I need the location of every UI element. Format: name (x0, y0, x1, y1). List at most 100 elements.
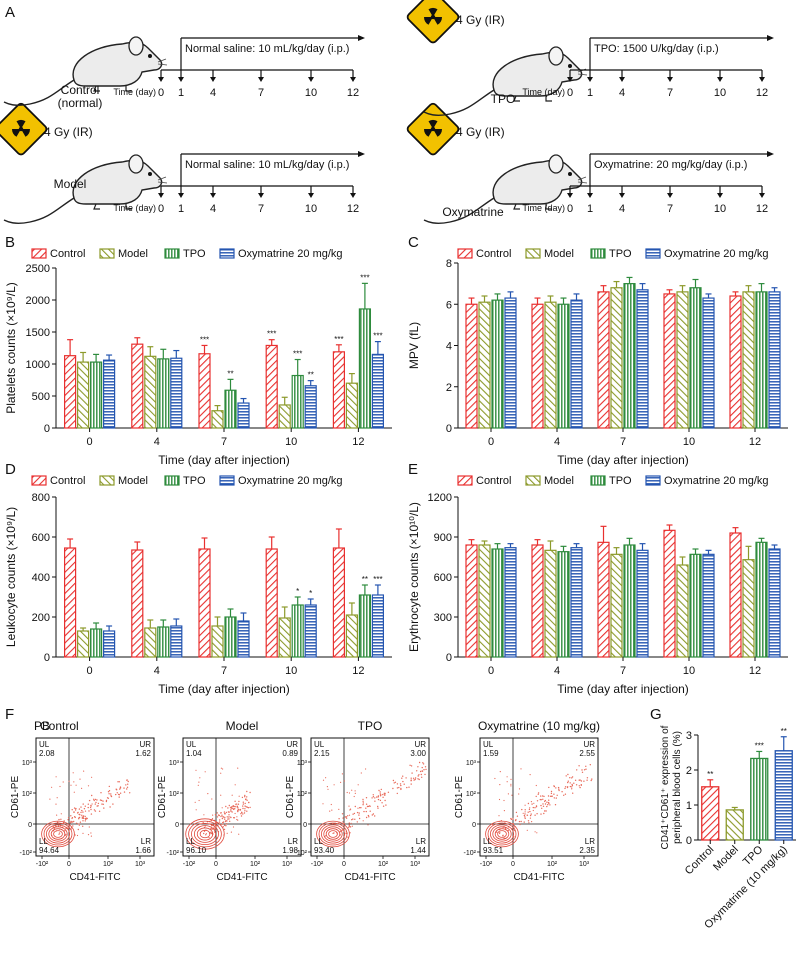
quadrant-ul-value: 1.59 (483, 749, 499, 758)
event-dot (523, 814, 526, 817)
legend-label: Control (476, 475, 511, 487)
timeline-arrowhead (258, 193, 264, 198)
bar (768, 548, 781, 658)
significance-mark: *** (373, 332, 382, 341)
event-dot (418, 778, 420, 781)
bar (265, 548, 278, 658)
x-tick-label: 0 (87, 665, 93, 677)
density-contour (43, 822, 73, 846)
event-dot (233, 817, 236, 819)
x-tick-label: 0 (87, 436, 93, 448)
event-dot (80, 806, 82, 808)
legend-swatch (31, 475, 47, 486)
bar (725, 809, 744, 841)
event-dot (236, 816, 238, 818)
event-dot (232, 805, 235, 807)
event-dot (365, 797, 368, 799)
event-dot (242, 803, 245, 805)
y-tick-label: 200 (32, 612, 50, 624)
flow-plot-title: Model (226, 719, 259, 733)
event-dot (418, 774, 420, 776)
event-dot (421, 770, 423, 772)
event-dot (499, 784, 501, 786)
quadrant-ul-value: 2.15 (314, 749, 330, 758)
treatment-label: TPO: 1500 U/kg/day (i.p.) (594, 43, 719, 55)
y-tick-label: 10³ (169, 760, 180, 767)
event-dot (237, 807, 239, 809)
event-dot (510, 778, 512, 781)
bar (465, 303, 478, 429)
event-dot (566, 786, 569, 788)
significance-mark: *** (360, 273, 369, 282)
event-dot (540, 813, 542, 815)
bar (358, 594, 371, 658)
event-dot (90, 832, 92, 834)
legend-label: TPO (183, 248, 206, 260)
x-tick-label: 10 (683, 436, 695, 448)
event-dot (212, 814, 214, 816)
event-dot (362, 820, 364, 822)
event-dot (230, 809, 232, 811)
event-dot (573, 782, 575, 784)
event-dot (327, 788, 329, 790)
event-dot (70, 815, 72, 817)
quadrant-lr-label: LR (288, 837, 298, 846)
density-contour (46, 824, 71, 844)
event-dot (234, 800, 236, 802)
bar (89, 361, 103, 429)
treatment-arrowhead (358, 35, 365, 41)
event-dot (356, 821, 358, 823)
flow-plot-frame (35, 737, 155, 857)
x-axis-label: Time (day after injection) (557, 453, 689, 467)
x-tick-label: 0 (67, 861, 71, 868)
event-dot (347, 815, 349, 817)
bar (265, 344, 278, 429)
x-axis-label: CD41-FITC (513, 872, 564, 883)
event-dot (94, 810, 97, 812)
timeline-arrowhead (667, 193, 673, 198)
event-dot (58, 832, 61, 834)
event-dot (360, 772, 362, 774)
event-dot (567, 773, 569, 776)
event-dot (491, 824, 494, 826)
event-dot (103, 807, 105, 809)
quadrant-ur-value: 3.00 (410, 749, 426, 758)
event-dot (78, 817, 80, 819)
quadrant-ur-label: UR (583, 740, 595, 749)
event-dot (341, 773, 343, 775)
bar (278, 617, 291, 658)
legend-swatch (219, 475, 235, 486)
event-dot (574, 779, 577, 781)
event-dot (365, 816, 368, 819)
legend-label: Oxymatrine 20 mg/kg (238, 248, 343, 260)
event-dot (518, 820, 521, 823)
timeline-day: 1 (587, 203, 593, 215)
bar (198, 548, 211, 658)
event-dot (535, 784, 537, 787)
event-dot (223, 824, 226, 826)
bar (371, 594, 384, 658)
event-dot (550, 795, 553, 797)
timeline-arrowhead (717, 193, 723, 198)
event-dot (227, 807, 229, 809)
panel-label-b: B (5, 234, 15, 251)
event-dot (350, 822, 352, 825)
event-dot (510, 783, 512, 785)
event-dot (374, 797, 376, 799)
event-dot (218, 821, 221, 823)
event-dot (73, 811, 75, 813)
quadrant-lr-label: LR (416, 837, 426, 846)
event-dot (544, 810, 546, 812)
legend-label: Control (50, 475, 85, 487)
event-dot (102, 803, 105, 805)
event-dot (90, 835, 92, 837)
event-dot (195, 809, 197, 811)
event-dot (240, 813, 242, 815)
event-dot (544, 800, 546, 803)
event-dot (226, 820, 228, 822)
event-dot (543, 795, 545, 798)
bar (304, 604, 317, 658)
event-dot (374, 815, 376, 817)
event-dot (55, 776, 57, 778)
timeline-arrowhead (178, 77, 184, 82)
